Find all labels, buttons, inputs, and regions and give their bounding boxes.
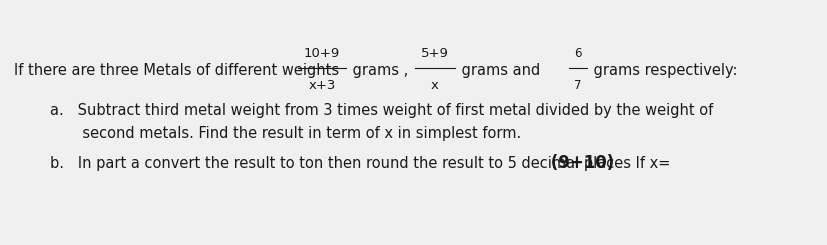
- Text: x: x: [431, 79, 438, 92]
- Text: 5+9: 5+9: [421, 47, 448, 60]
- Text: (9+10): (9+10): [544, 154, 613, 172]
- Text: 6: 6: [574, 47, 581, 60]
- Text: 7: 7: [574, 79, 581, 92]
- Text: grams ,: grams ,: [347, 63, 408, 78]
- Text: x+3: x+3: [308, 79, 335, 92]
- Text: a.   Subtract third metal weight from 3 times weight of first metal divided by t: a. Subtract third metal weight from 3 ti…: [50, 103, 712, 118]
- Text: second metals. Find the result in term of x in simplest form.: second metals. Find the result in term o…: [50, 126, 521, 141]
- Text: b.   In part a convert the result to ton then round the result to 5 decimal plac: b. In part a convert the result to ton t…: [50, 156, 670, 171]
- Text: grams respectively:: grams respectively:: [588, 63, 737, 78]
- Text: 10+9: 10+9: [304, 47, 340, 60]
- Text: grams and: grams and: [457, 63, 539, 78]
- Text: If there are three Metals of different weights: If there are three Metals of different w…: [14, 63, 343, 78]
